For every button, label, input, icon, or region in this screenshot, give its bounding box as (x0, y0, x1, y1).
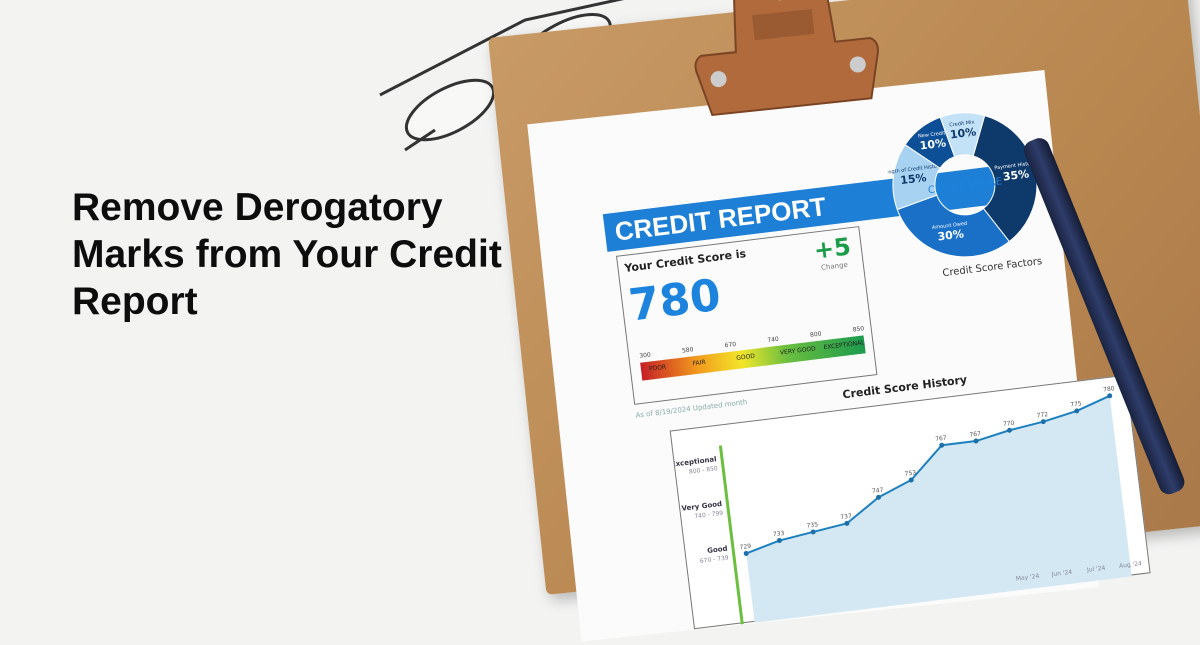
headline: Remove Derogatory Marks from Your Credit… (72, 186, 502, 323)
point-label: 737 (840, 513, 852, 521)
gauge-tick-label: 800 (809, 330, 822, 339)
gauge-tick-label: 850 (852, 325, 865, 334)
slice-value: 35% (1002, 167, 1030, 183)
gauge-range-label: POOR (648, 363, 667, 373)
point-label: 780 (1103, 385, 1115, 393)
donut-center: CREDIT SCORE (927, 176, 1002, 196)
slice-label: Payment History (994, 160, 1036, 171)
band-range: 670 - 739 (700, 554, 730, 564)
donut-slice (939, 112, 986, 158)
band-range: 800 - 850 (689, 465, 719, 475)
clipboard-clip (694, 0, 879, 117)
x-label: Aug '24 (1119, 560, 1143, 570)
gauge-range-label: FAIR (692, 358, 706, 368)
point-label: 733 (773, 530, 785, 538)
slice-label: New Credit (918, 130, 946, 139)
score-history-chart: Credit Score History 729 733 735 737 747 753 7… (669, 373, 1151, 630)
credit-report: CREDIT REPORT Your Credit Score is 780 +… (590, 56, 1151, 630)
score-box: Your Credit Score is 780 +5 Change POOR FA… (615, 226, 878, 405)
band-bar (718, 445, 744, 625)
slice-label: Credit Mix (949, 119, 975, 128)
history-point (939, 442, 945, 448)
point-label: 772 (1036, 411, 1048, 419)
point-label: 770 (1003, 420, 1015, 428)
point-label: 767 (935, 435, 947, 443)
history-point (973, 438, 979, 444)
point-label: 735 (806, 521, 818, 529)
point-label: 767 (969, 430, 981, 438)
slice-value: 15% (899, 171, 927, 187)
point-label: 747 (872, 487, 884, 495)
point-label: 729 (739, 543, 751, 551)
gauge-tick-label: 300 (638, 351, 652, 360)
donut-slice (972, 115, 1038, 243)
history-point (908, 477, 914, 483)
slice-label: Amount Owed (932, 221, 968, 231)
history-point (1007, 427, 1013, 433)
history-point (1107, 393, 1113, 399)
band-range: 740 - 799 (694, 510, 724, 520)
slice-value: 30% (937, 227, 965, 243)
slice-value: 10% (919, 136, 947, 152)
point-label: 775 (1070, 400, 1082, 408)
clipboard (488, 0, 1200, 642)
slice-value: 10% (949, 125, 977, 141)
gauge-tick-label: 580 (681, 346, 694, 355)
score-change: +5 Change (812, 232, 853, 272)
history-point (1040, 419, 1046, 425)
score-gauge: POOR FAIR GOOD VERY GOOD EXCEPTIONAL 300 580 67… (638, 325, 866, 381)
history-point (876, 494, 882, 500)
gauge-tick-label: 670 (724, 340, 737, 350)
gauge-range-label: GOOD (735, 352, 756, 362)
band-name: Good (707, 545, 728, 555)
history-plot: 729733735737747753767767770772775780Exce… (670, 385, 1143, 625)
history-point (1074, 408, 1080, 414)
gauge-range-label: VERY GOOD (779, 345, 817, 357)
donut-slice (896, 194, 1011, 258)
gauge-tick-label: 740 (766, 335, 780, 345)
point-label: 753 (904, 469, 916, 477)
gauge-range-label: EXCEPTIONAL (823, 339, 865, 352)
